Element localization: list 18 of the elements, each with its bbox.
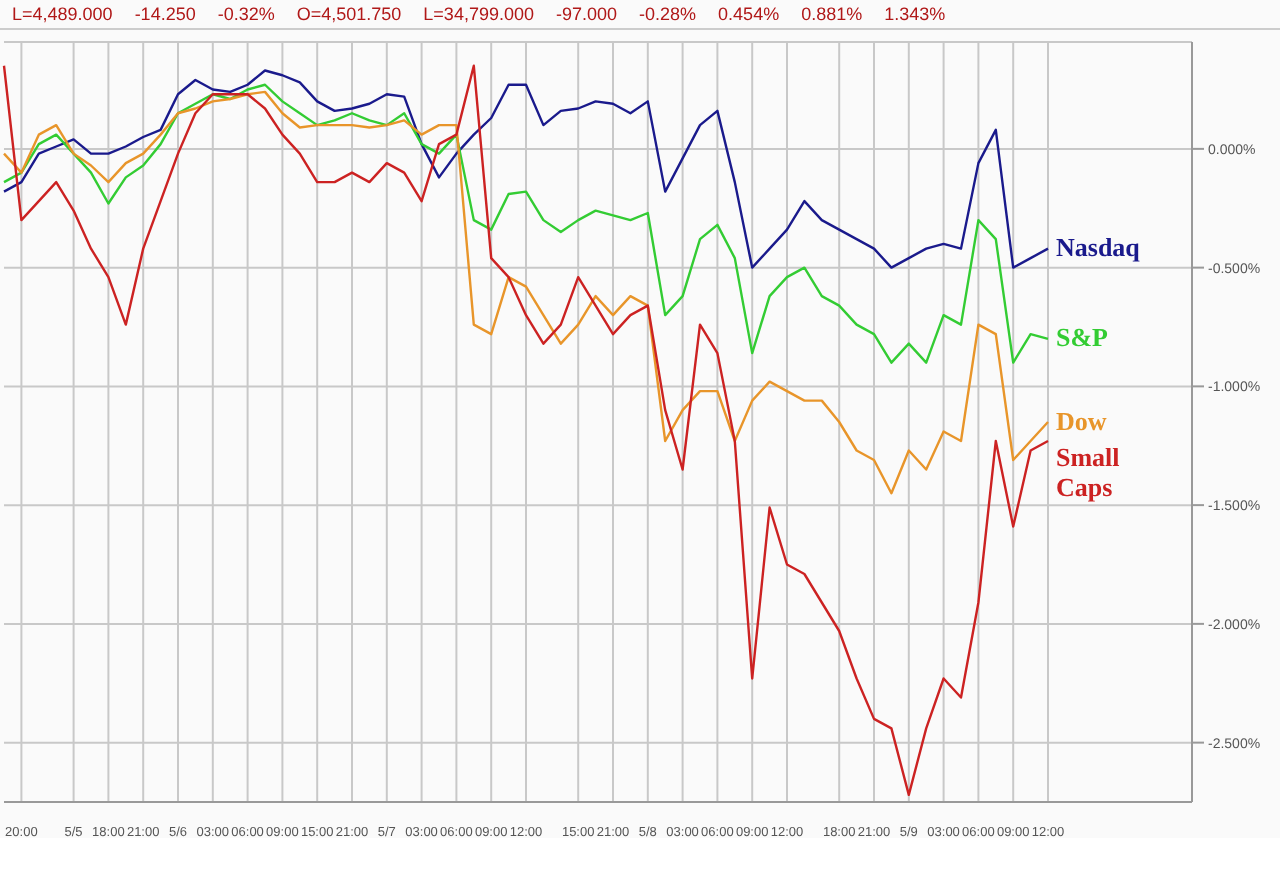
- line-series: [2, 83, 1050, 364]
- text: 0.881%: [801, 4, 863, 24]
- line-series: [2, 90, 1050, 495]
- series-label: Small Caps: [1056, 442, 1122, 502]
- text: -0.28%: [639, 4, 697, 24]
- text: 1.343%: [884, 4, 946, 24]
- series-label: Nasdaq: [1056, 232, 1142, 263]
- text: L=34,799.000: [423, 4, 534, 24]
- series-label: Dow: [1056, 406, 1109, 436]
- text: -97.000: [555, 4, 618, 24]
- text: O=4,501.750: [296, 4, 402, 24]
- line-series: [2, 64, 1050, 797]
- text: -14.250: [134, 4, 196, 24]
- series-label: S&P: [1056, 322, 1110, 353]
- line-series: [2, 69, 1050, 269]
- text: 0.454%: [718, 4, 780, 24]
- text: L=4,489.000: [12, 4, 113, 24]
- text: -0.32%: [217, 4, 275, 24]
